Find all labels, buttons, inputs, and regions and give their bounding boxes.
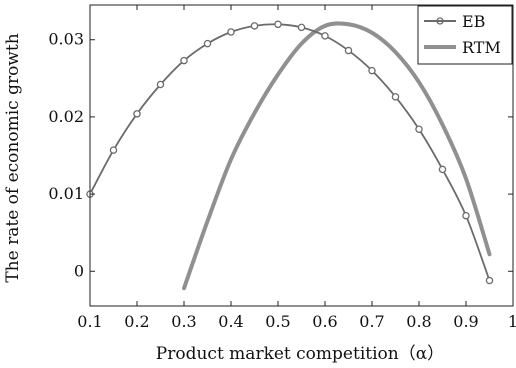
x-tick-label: 1 [508,312,516,331]
eb-data-point [203,39,212,48]
eb-data-point [156,80,165,89]
x-tick-label: 0.9 [453,312,478,331]
eb-series [86,20,494,285]
eb-data-point [391,93,400,101]
eb-data-point [415,125,423,134]
rtm-series [182,21,492,291]
y-axis-title: The rate of economic growth [3,33,23,282]
x-tick-label: 0.5 [265,312,290,331]
x-tick-label: 0.2 [124,312,149,331]
legend-eb-label: EB [462,12,485,31]
eb-data-point [227,28,235,36]
eb-data-point [250,22,259,30]
legend: EB RTM [417,5,513,65]
eb-data-point [274,20,282,29]
x-axis-ticks: 0.1 0.2 0.3 0.4 0.5 0.6 0.7 0.8 0.9 1 [77,5,516,331]
eb-data-point [485,276,494,285]
y-tick-label: 0.02 [48,107,84,126]
x-tick-label: 0.3 [171,312,196,331]
x-tick-label: 0.4 [218,312,243,331]
legend-eb-marker [436,17,444,25]
x-tick-label: 0.7 [359,312,384,331]
eb-data-point [368,66,376,75]
x-tick-label: 0.8 [406,312,431,331]
rtm-series-line [182,21,492,291]
y-tick-label: 0.01 [48,184,84,203]
eb-data-point [180,56,188,65]
eb-data-point [438,165,447,174]
y-axis-ticks: 0 0.01 0.02 0.03 [48,30,513,280]
x-tick-label: 0.6 [312,312,337,331]
eb-data-point [321,32,329,40]
eb-data-point [297,23,306,32]
eb-data-point [133,110,141,118]
x-axis-title: Product market competition（α） [156,344,444,364]
x-tick-label: 0.1 [77,312,102,331]
legend-box [417,5,513,65]
legend-rtm-label: RTM [462,38,501,57]
y-tick-label: 0.03 [48,30,84,49]
eb-data-point [109,146,118,154]
eb-data-point [462,211,470,220]
y-tick-label: 0 [74,261,84,280]
plot-frame [89,4,514,307]
eb-data-point [344,46,353,55]
